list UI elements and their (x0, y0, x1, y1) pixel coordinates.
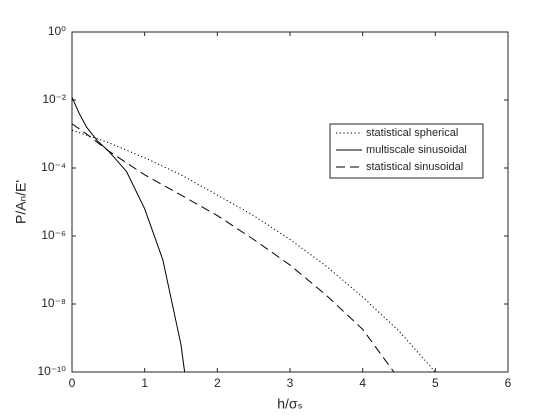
y-tick-label: 10⁻⁴ (41, 160, 66, 174)
x-tick-label: 2 (214, 376, 221, 390)
y-tick-label: 10⁻¹⁰ (38, 364, 67, 378)
series-line (71, 97, 186, 373)
y-tick-label: 10⁻² (42, 92, 66, 106)
y-tick-label: 10⁻⁸ (41, 296, 66, 310)
x-tick-label: 6 (505, 376, 512, 390)
legend-label: statistical spherical (366, 127, 458, 139)
y-tick-label: 10⁰ (48, 24, 66, 38)
series-line (71, 123, 395, 373)
y-axis-label: P/Aₙ/E' (13, 180, 29, 224)
x-tick-label: 4 (359, 376, 366, 390)
x-tick-label: 5 (432, 376, 439, 390)
plot-area (71, 31, 509, 373)
legend-label: multiscale sinusoidal (366, 144, 467, 156)
x-axis-label: h/σₛ (277, 396, 303, 412)
x-tick-label: 0 (69, 376, 76, 390)
x-tick-label: 1 (141, 376, 148, 390)
y-tick-label: 10⁻⁶ (41, 228, 66, 242)
legend-label: statistical sinusoidal (366, 161, 463, 173)
x-tick-label: 3 (287, 376, 294, 390)
